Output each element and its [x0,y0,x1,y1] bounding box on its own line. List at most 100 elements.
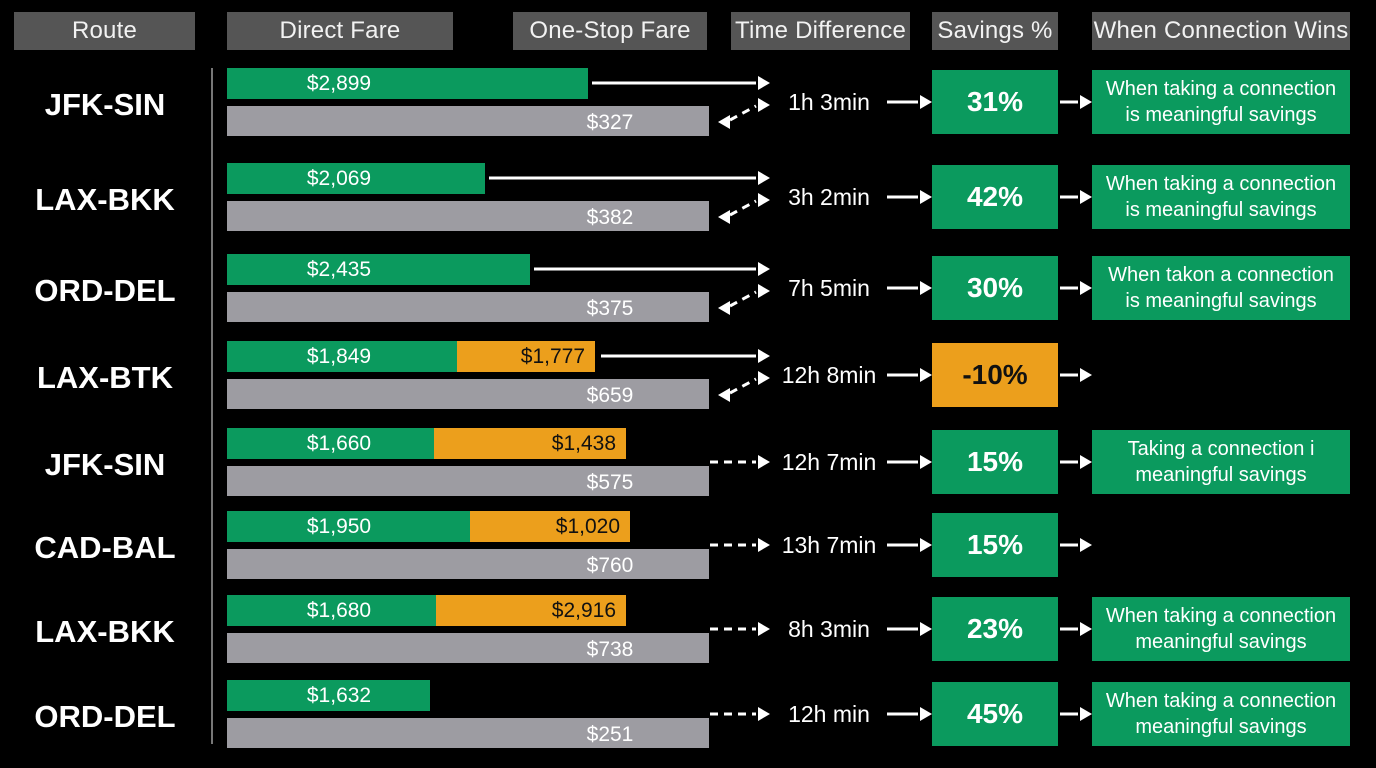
direct-fare-label: $2,899 [306,72,372,95]
route-label: JFK-SIN [44,87,166,122]
one-stop-fare-label: $760 [586,554,634,577]
one-stop-arrowhead-right [758,284,770,298]
header-savings: Savings % [932,12,1058,50]
savings-badge: 30% [932,256,1058,320]
time-difference-value: 12h 7min [781,448,877,475]
connection-wins-text-line-2: is meaningful savings [1125,290,1317,312]
time-to-savings-arrowhead [920,368,932,382]
one-stop-fare-bar [227,379,709,409]
alternate-fare-bar [457,341,595,372]
time-difference-value: 1h 3min [788,88,870,115]
savings-badge: -10% [932,343,1058,407]
route-label: ORD-DEL [34,273,176,308]
alternate-fare-bar [434,428,626,459]
alternate-fare-label: $1,020 [555,515,620,538]
direct-fare-label: $2,069 [306,167,372,190]
one-stop-fare-bar [227,106,709,136]
one-stop-arrowhead-left [718,115,730,129]
savings-badge: 15% [932,430,1058,494]
connection-wins-text-line-1: When taking a connection [1105,605,1337,627]
savings-badge: 45% [932,682,1058,746]
direct-fare-bar [227,680,430,711]
alternate-fare-bar [436,595,626,626]
savings-to-wins-arrowhead [1080,538,1092,552]
time-difference-value: 8h 3min [788,615,870,642]
connection-wins-text-line-2: meaningful savings [1135,631,1307,653]
one-stop-fare-bar [227,201,709,231]
one-stop-fare-label: $375 [586,297,634,320]
header-when-connection-wins: When Connection Wins [1092,12,1350,50]
connection-wins-box: When takon a connection is meaningful sav… [1092,256,1350,320]
direct-to-time-arrowhead [758,76,770,90]
time-difference-value: 12h 8min [781,361,877,388]
one-stop-arrowhead-right [758,193,770,207]
time-to-savings-arrowhead [920,95,932,109]
header-one-stop-fare: One-Stop Fare [513,12,707,50]
fare-to-time-arrowhead [758,622,770,636]
one-stop-to-time-arrow [729,199,757,217]
alternate-fare-bar [470,511,630,542]
savings-badge: 31% [932,70,1058,134]
direct-fare-label: $1,950 [306,515,372,538]
savings-badge: 42% [932,165,1058,229]
one-stop-fare-label: $327 [586,111,634,134]
direct-fare-label: $2,435 [306,258,372,281]
route-label: LAX-BTK [36,360,174,395]
savings-to-wins-arrowhead [1080,368,1092,382]
savings-badge: 15% [932,513,1058,577]
alternate-fare-label: $1,438 [551,432,616,455]
time-difference-value: 7h 5min [788,274,870,301]
fare-to-time-arrowhead [758,707,770,721]
time-to-savings-arrowhead [920,455,932,469]
one-stop-to-time-arrow [729,290,757,308]
connection-wins-box: Taking a connection i meaningful savings [1092,430,1350,494]
alternate-fare-label: $1,777 [520,345,585,368]
one-stop-arrowhead-left [718,388,730,402]
connection-wins-text-line-2: meaningful savings [1135,716,1307,738]
time-to-savings-arrowhead [920,281,932,295]
one-stop-fare-bar [227,466,709,496]
connection-wins-box: When taking a connection is meaningful sa… [1092,70,1350,134]
connection-wins-text-line-1: When taking a connection [1105,690,1337,712]
connection-wins-box: When taking a connection is meaningful sa… [1092,165,1350,229]
savings-to-wins-arrowhead [1080,190,1092,204]
direct-fare-bar [227,254,530,285]
connection-wins-text-line-1: Taking a connection i [1127,438,1315,460]
one-stop-arrowhead-right [758,98,770,112]
header-route: Route [14,12,195,50]
alternate-fare-label: $2,916 [551,599,616,622]
header-direct-fare: Direct Fare [227,12,453,50]
divider-line [211,68,213,744]
direct-to-time-arrowhead [758,171,770,185]
one-stop-fare-bar [227,718,709,748]
connection-wins-text-line-2: is meaningful savings [1125,104,1317,126]
one-stop-to-time-arrow [729,104,757,122]
direct-to-time-arrowhead [758,262,770,276]
time-to-savings-arrowhead [920,707,932,721]
fare-to-time-arrowhead [758,455,770,469]
direct-fare-label: $1,680 [306,599,372,622]
direct-fare-label: $1,632 [306,684,372,707]
connection-wins-text-line-2: is meaningful savings [1125,199,1317,221]
time-to-savings-arrowhead [920,622,932,636]
one-stop-fare-bar [227,292,709,322]
connection-wins-box: When taking a connection meaningful savin… [1092,682,1350,746]
direct-to-time-arrowhead [758,349,770,363]
direct-fare-label: $1,660 [306,432,372,455]
one-stop-fare-bar [227,633,709,663]
time-difference-value: 3h 2min [788,183,870,210]
time-difference-value: 12h min [788,700,870,727]
direct-fare-bar [227,163,485,194]
savings-to-wins-arrowhead [1080,281,1092,295]
time-to-savings-arrowhead [920,190,932,204]
time-difference-value: 13h 7min [781,531,877,558]
one-stop-fare-label: $738 [586,638,634,661]
savings-to-wins-arrowhead [1080,622,1092,636]
savings-to-wins-arrowhead [1080,707,1092,721]
savings-badge: 23% [932,597,1058,661]
one-stop-to-time-arrow [729,377,757,395]
route-label: CAD-BAL [34,530,176,565]
route-label: LAX-BKK [35,614,175,649]
one-stop-fare-label: $575 [586,471,634,494]
savings-to-wins-arrowhead [1080,95,1092,109]
